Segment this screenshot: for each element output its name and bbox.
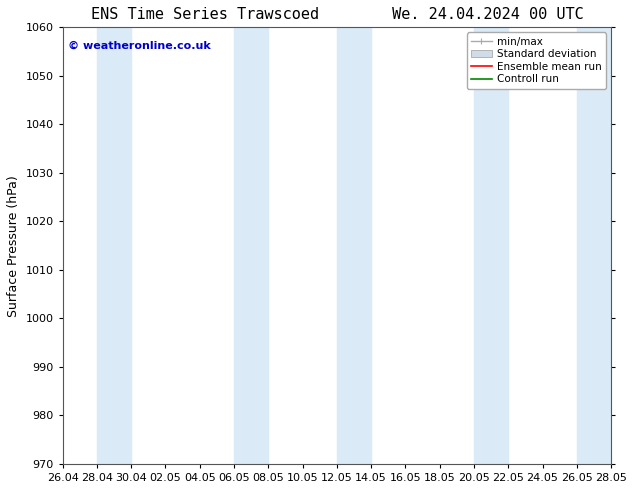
Bar bbox=[474, 27, 508, 464]
Text: © weatheronline.co.uk: © weatheronline.co.uk bbox=[68, 40, 211, 50]
Bar bbox=[97, 27, 131, 464]
Bar bbox=[234, 27, 268, 464]
Bar bbox=[577, 27, 611, 464]
Title: ENS Time Series Trawscoed        We. 24.04.2024 00 UTC: ENS Time Series Trawscoed We. 24.04.2024… bbox=[91, 7, 583, 22]
Bar bbox=[337, 27, 371, 464]
Y-axis label: Surface Pressure (hPa): Surface Pressure (hPa) bbox=[7, 175, 20, 317]
Legend: min/max, Standard deviation, Ensemble mean run, Controll run: min/max, Standard deviation, Ensemble me… bbox=[467, 32, 606, 89]
